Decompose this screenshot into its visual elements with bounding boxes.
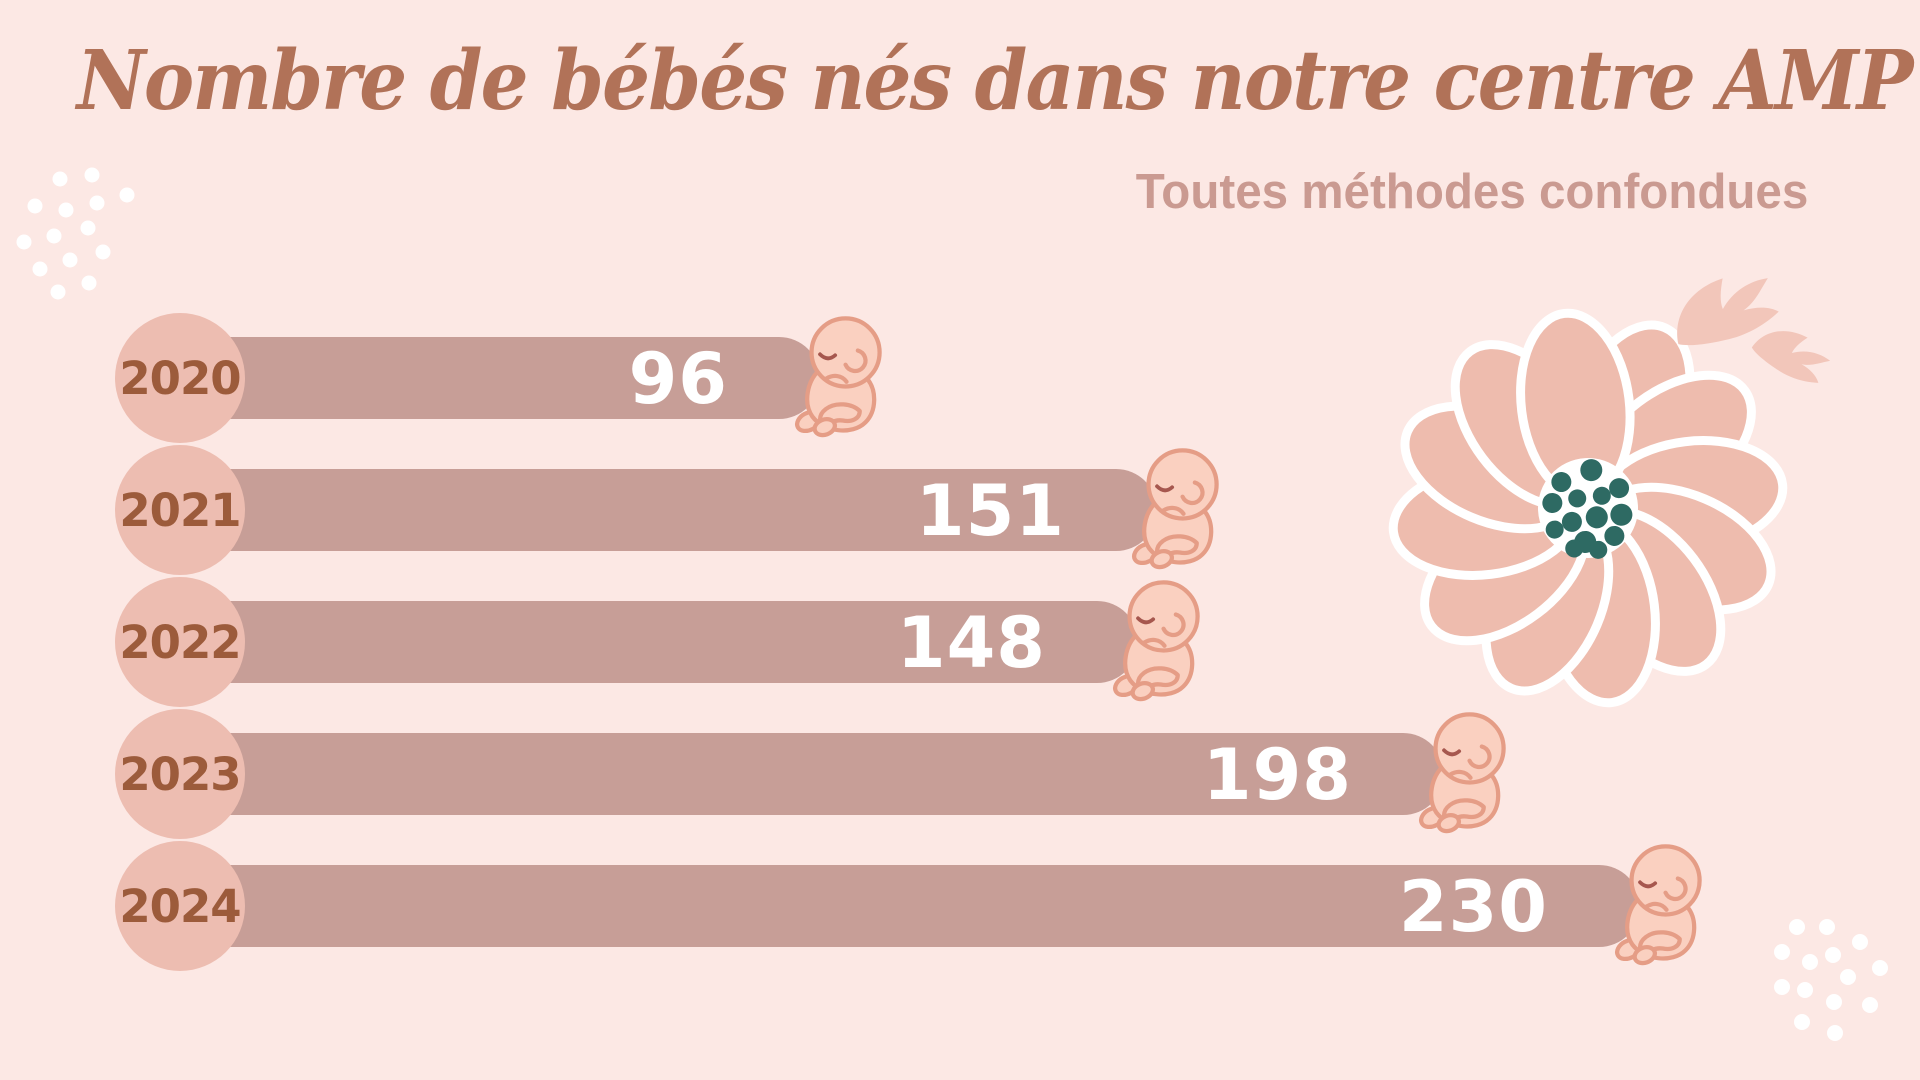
bar-value-label: 96 — [628, 338, 728, 420]
year-label: 2023 — [119, 747, 241, 801]
page-title: Nombre de bébés nés dans notre centre AM… — [76, 33, 1914, 129]
dots-cluster-bottom-right-icon — [1774, 919, 1888, 1041]
baby-icon — [1104, 576, 1208, 706]
baby-icon — [1123, 444, 1227, 574]
year-badge-2021: 2021 — [115, 445, 245, 575]
year-badge-2024: 2024 — [115, 841, 245, 971]
year-badge-2022: 2022 — [115, 577, 245, 707]
bar-2023: 198 — [180, 733, 1444, 815]
flower-icon — [1388, 308, 1788, 708]
year-label: 2024 — [119, 879, 241, 933]
dots-cluster-top-left-icon — [16, 167, 135, 300]
bar-2024: 230 — [180, 865, 1640, 947]
bar-value-label: 151 — [915, 470, 1065, 552]
year-label: 2021 — [119, 483, 241, 537]
bar-row-2023: 198 2023 — [115, 709, 1875, 839]
bar-2021: 151 — [180, 469, 1157, 551]
page-subtitle: Toutes méthodes confondues — [1135, 165, 1808, 219]
bar-2020: 96 — [180, 337, 820, 419]
bar-row-2022: 148 2022 — [115, 577, 1875, 707]
year-label: 2022 — [119, 615, 241, 669]
bar-value-label: 230 — [1398, 866, 1548, 948]
baby-icon — [786, 312, 890, 442]
baby-icon — [1410, 708, 1514, 838]
bar-row-2021: 151 2021 — [115, 445, 1875, 575]
bar-row-2020: 96 2020 — [115, 313, 1875, 443]
bar-value-label: 198 — [1202, 734, 1352, 816]
bar-value-label: 148 — [896, 602, 1046, 684]
year-badge-2020: 2020 — [115, 313, 245, 443]
year-badge-2023: 2023 — [115, 709, 245, 839]
year-label: 2020 — [119, 351, 241, 405]
baby-icon — [1606, 840, 1710, 970]
bar-row-2024: 230 2024 — [115, 841, 1875, 971]
bar-2022: 148 — [180, 601, 1138, 683]
